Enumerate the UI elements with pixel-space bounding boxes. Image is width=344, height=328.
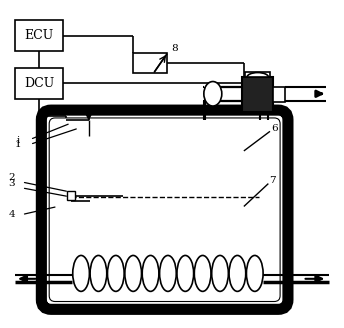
FancyBboxPatch shape: [41, 110, 288, 309]
Bar: [246, 72, 270, 77]
Ellipse shape: [125, 256, 141, 291]
Text: ECU: ECU: [24, 30, 54, 42]
Text: 5: 5: [286, 133, 293, 141]
Ellipse shape: [212, 256, 228, 291]
Text: 8: 8: [171, 44, 178, 52]
Text: 7: 7: [269, 175, 276, 185]
Text: 6: 6: [272, 124, 278, 133]
Ellipse shape: [90, 256, 107, 291]
Ellipse shape: [229, 256, 246, 291]
Text: 1: 1: [14, 140, 21, 149]
Bar: [15, 68, 63, 99]
Bar: [15, 20, 63, 51]
Ellipse shape: [177, 256, 194, 291]
Text: i: i: [17, 136, 20, 145]
Ellipse shape: [73, 256, 89, 291]
Ellipse shape: [204, 82, 222, 106]
Bar: [273, 87, 285, 102]
Ellipse shape: [194, 256, 211, 291]
FancyBboxPatch shape: [49, 118, 280, 301]
Text: DCU: DCU: [24, 77, 54, 90]
Text: 3: 3: [9, 179, 15, 188]
Text: 2: 2: [9, 173, 15, 182]
Polygon shape: [84, 110, 94, 119]
Ellipse shape: [160, 256, 176, 291]
Ellipse shape: [142, 256, 159, 291]
Ellipse shape: [107, 256, 124, 291]
Bar: [242, 77, 273, 112]
Ellipse shape: [246, 256, 263, 291]
Bar: [67, 192, 75, 200]
Bar: [133, 53, 167, 72]
Text: 4: 4: [9, 210, 15, 219]
